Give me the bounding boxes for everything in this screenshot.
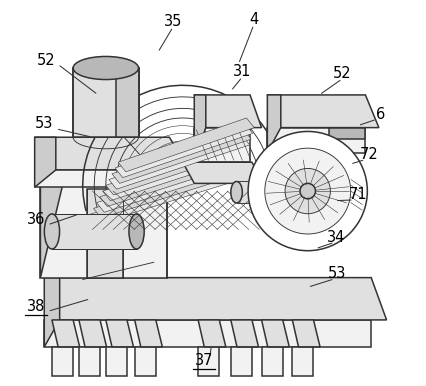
Ellipse shape [264,148,350,234]
Polygon shape [230,320,258,347]
Polygon shape [115,124,252,178]
Polygon shape [230,347,251,376]
Text: 36: 36 [26,212,45,227]
Text: 4: 4 [249,12,258,27]
Polygon shape [198,347,219,376]
Text: 38: 38 [26,299,45,314]
Polygon shape [112,130,250,183]
Polygon shape [40,181,167,278]
Polygon shape [261,320,288,347]
Text: 6: 6 [375,107,385,122]
Text: 35: 35 [164,14,182,29]
Text: 37: 37 [194,353,213,368]
Polygon shape [198,320,225,347]
Text: 53: 53 [327,266,345,281]
Polygon shape [99,152,245,207]
Polygon shape [292,347,313,376]
Polygon shape [93,164,242,218]
Polygon shape [106,347,127,376]
Ellipse shape [292,181,303,203]
Polygon shape [115,68,138,137]
Polygon shape [182,162,263,183]
Polygon shape [267,95,280,152]
Polygon shape [40,139,190,181]
Polygon shape [96,158,243,212]
Polygon shape [35,170,169,187]
Ellipse shape [129,214,144,249]
Polygon shape [194,95,261,128]
Polygon shape [40,139,63,278]
Ellipse shape [73,56,138,80]
Polygon shape [44,320,370,347]
Polygon shape [267,95,378,128]
Polygon shape [328,128,365,139]
Ellipse shape [299,183,315,199]
Polygon shape [106,320,133,347]
Polygon shape [35,137,190,170]
Ellipse shape [285,168,330,214]
Polygon shape [267,128,365,152]
Polygon shape [292,320,320,347]
Text: 52: 52 [37,53,55,68]
Polygon shape [44,278,60,347]
Polygon shape [79,347,100,376]
Ellipse shape [248,132,366,251]
Polygon shape [73,68,138,137]
Polygon shape [236,181,297,203]
Polygon shape [134,347,155,376]
Polygon shape [79,320,106,347]
Polygon shape [90,170,240,224]
Text: 53: 53 [35,116,53,131]
Text: 71: 71 [348,188,366,202]
Polygon shape [109,135,249,189]
Text: 52: 52 [332,66,351,81]
Text: 34: 34 [327,230,345,245]
Polygon shape [35,137,56,187]
Polygon shape [134,320,162,347]
Polygon shape [52,320,80,347]
Text: 72: 72 [359,147,378,162]
Polygon shape [194,95,205,162]
Polygon shape [103,147,246,201]
Polygon shape [106,141,248,195]
Polygon shape [86,189,123,278]
Polygon shape [52,347,73,376]
Polygon shape [44,278,386,320]
Polygon shape [52,214,136,249]
Ellipse shape [230,181,242,203]
Polygon shape [194,128,250,162]
Ellipse shape [44,214,60,249]
Text: 31: 31 [233,64,251,80]
Polygon shape [261,347,282,376]
Polygon shape [118,118,253,172]
